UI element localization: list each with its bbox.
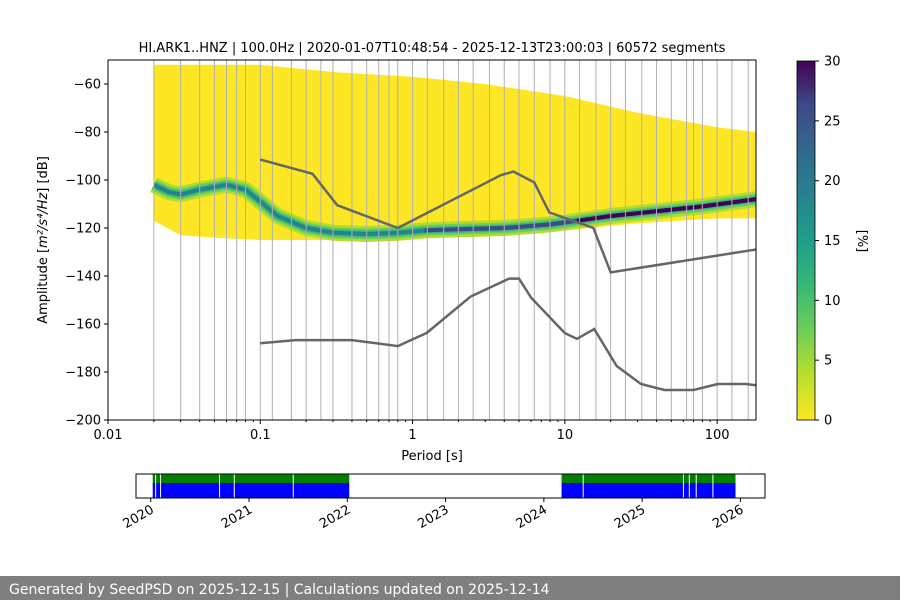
y-axis-label: Amplitude [m²/s⁴/Hz] [dB] bbox=[36, 156, 51, 324]
timeline-span bbox=[152, 474, 350, 483]
timeline-bars bbox=[152, 474, 736, 498]
period-grid bbox=[153, 60, 749, 420]
x-tick-label: 10 bbox=[557, 428, 574, 443]
colorbar: 0 5 10 15 20 25 30 [%] bbox=[796, 55, 869, 429]
timeline-tick-label: 2023 bbox=[415, 502, 451, 532]
timeline-tick-label: 2025 bbox=[612, 502, 648, 532]
colorbar-gradient bbox=[796, 60, 816, 421]
x-tick-label: 1 bbox=[408, 428, 416, 443]
y-tick-label: −200 bbox=[65, 414, 101, 429]
y-tick-label: −180 bbox=[65, 366, 101, 381]
timeline-tick-label: 2021 bbox=[219, 502, 255, 532]
heatmap-coverage bbox=[153, 64, 756, 240]
low-noise-model-line bbox=[260, 277, 756, 392]
timeline-tick-label: 2024 bbox=[514, 502, 550, 532]
colorbar-tick-label: 25 bbox=[824, 114, 841, 129]
y-tick-label: −140 bbox=[65, 270, 101, 285]
footer-text: Generated by SeedPSD on 2025-12-15 | Cal… bbox=[9, 582, 550, 598]
colorbar-tick-label: 0 bbox=[824, 414, 832, 429]
figure: HI.ARK1..HNZ | 100.0Hz | 2020-01-07T10:4… bbox=[36, 41, 869, 532]
timeline-tick-label: 2022 bbox=[317, 502, 353, 532]
y-tick-label: −120 bbox=[65, 222, 101, 237]
y-tick-label: −100 bbox=[65, 174, 101, 189]
chart-title: HI.ARK1..HNZ | 100.0Hz | 2020-01-07T10:4… bbox=[139, 41, 726, 56]
colorbar-ticks: 0 5 10 15 20 25 30 bbox=[815, 55, 841, 429]
y-tick-label: −60 bbox=[74, 78, 101, 93]
x-axis: 0.01 0.1 1 10 100 bbox=[94, 420, 730, 443]
reference-models bbox=[259, 158, 756, 392]
footer-bar: Generated by SeedPSD on 2025-12-15 | Cal… bbox=[0, 576, 900, 600]
timeline-tick-label: 2026 bbox=[710, 502, 746, 532]
timeline-axis: 2020 2021 2022 2023 2024 2025 2026 bbox=[121, 498, 746, 532]
colorbar-tick-label: 5 bbox=[824, 354, 832, 369]
x-axis-label: Period [s] bbox=[401, 449, 463, 464]
timeline-tick-label: 2020 bbox=[121, 502, 157, 532]
y-tick-label: −160 bbox=[65, 318, 101, 333]
colorbar-tick-label: 20 bbox=[824, 174, 841, 189]
high-noise-model-line bbox=[259, 158, 756, 274]
y-axis: −200 −180 −160 −140 −120 −100 −80 −60 bbox=[65, 78, 108, 429]
y-tick-label: −80 bbox=[74, 126, 101, 141]
x-tick-label: 0.1 bbox=[250, 428, 271, 443]
data-availability-timeline: 2020 2021 2022 2023 2024 2025 2026 bbox=[121, 473, 766, 532]
timeline-span bbox=[561, 483, 736, 498]
colorbar-tick-label: 30 bbox=[824, 55, 841, 70]
x-tick-label: 100 bbox=[705, 428, 730, 443]
colorbar-label: [%] bbox=[854, 230, 869, 253]
timeline-span bbox=[152, 483, 350, 498]
colorbar-tick-label: 15 bbox=[824, 234, 841, 249]
plot-frame bbox=[107, 59, 757, 421]
timeline-span bbox=[561, 474, 736, 483]
colorbar-tick-label: 10 bbox=[824, 294, 841, 309]
timeline-frame bbox=[135, 473, 766, 499]
x-tick-label: 0.01 bbox=[94, 428, 123, 443]
psd-plot: −200 −180 −160 −140 −120 −100 −80 −60 0.01 0.1 1 1… bbox=[36, 59, 757, 464]
